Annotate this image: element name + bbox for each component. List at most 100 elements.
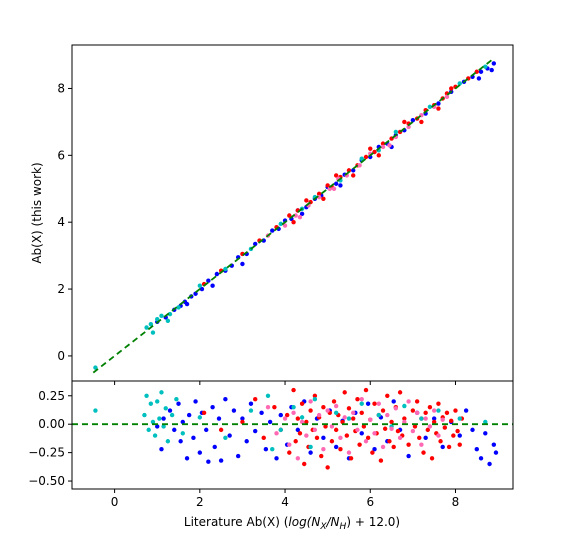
- main-point-s2-3: [155, 316, 160, 322]
- x-axis-label-part-2: log(N: [288, 515, 320, 529]
- main-point-s1-14: [363, 154, 369, 160]
- resid-point-s1-75: [436, 401, 441, 406]
- resid-point-s3-25: [380, 444, 386, 450]
- resid-point-s1-58: [395, 428, 401, 434]
- resid-point-s1-4: [261, 435, 266, 441]
- resid-point-s3-28: [393, 406, 399, 411]
- resid-point-s3-33: [414, 410, 420, 416]
- residual-panel: 0.25 0.00 −0.25 −0.50 0 2 4 6 8 Literature Ab(X…: [28, 380, 514, 532]
- resid-point-s3-35: [423, 416, 428, 421]
- resid-point-s2-10: [161, 424, 166, 429]
- resid-point-s1-72: [429, 456, 435, 461]
- resid-point-s2-13: [169, 412, 175, 418]
- resid-point-s1-8: [287, 450, 292, 455]
- resid-point-s0-62: [478, 456, 484, 461]
- main-point-s2-2: [148, 321, 154, 327]
- main-point-s1-12: [346, 168, 352, 173]
- main-point-s3-12: [406, 124, 411, 130]
- main-point-s2-7: [197, 283, 203, 288]
- resid-point-s0-61: [474, 447, 479, 452]
- resid-point-s1-81: [449, 418, 454, 423]
- resid-point-s1-51: [380, 408, 386, 413]
- resid-point-s2-6: [152, 433, 158, 438]
- resid-point-s0-27: [253, 428, 258, 434]
- resid-point-s2-9: [159, 390, 164, 395]
- resid-point-s0-5: [176, 401, 181, 406]
- resid-point-s0-18: [216, 416, 222, 421]
- resid-ytick-label-0: 0.25: [38, 389, 65, 403]
- resid-point-s3-22: [368, 417, 373, 422]
- resid-point-s1-1: [218, 427, 224, 433]
- x-axis-label-part-3: X: [319, 522, 327, 532]
- x-axis-label-part-1: Literature Ab(X) (: [184, 515, 288, 529]
- residual-y-ticks: 0.25 0.00 −0.25 −0.50: [28, 389, 72, 488]
- main-reference-line: [92, 57, 495, 374]
- x-axis-label-part-6: ) + 12.0): [346, 515, 400, 529]
- resid-point-s0-31: [274, 456, 279, 461]
- resid-point-s1-76: [438, 439, 443, 444]
- resid-point-s1-61: [402, 416, 407, 421]
- resid-point-s3-15: [338, 435, 343, 441]
- resid-point-s0-60: [470, 427, 475, 433]
- resid-point-s1-33: [342, 390, 347, 395]
- resid-point-s1-12: [297, 431, 303, 436]
- main-point-s1-28: [291, 219, 296, 225]
- resid-point-s2-21: [291, 404, 296, 410]
- main-ytick-label-3: 6: [57, 148, 65, 162]
- resid-point-s1-44: [365, 435, 371, 441]
- resid-point-s3-11: [321, 447, 326, 452]
- main-ytick-label-2: 4: [57, 215, 65, 229]
- resid-point-s2-22: [299, 415, 305, 420]
- main-point-s2-16: [393, 129, 399, 135]
- resid-point-s0-16: [210, 404, 215, 410]
- resid-point-s1-28: [331, 399, 337, 404]
- resid-point-s0-9: [186, 412, 192, 418]
- resid-point-s1-5: [272, 404, 277, 410]
- resid-point-s2-17: [223, 435, 228, 441]
- resid-point-s0-23: [235, 453, 241, 459]
- resid-point-s1-54: [387, 439, 392, 444]
- resid-xtick-label-1: 2: [196, 495, 204, 509]
- resid-point-s1-68: [421, 450, 426, 455]
- resid-point-s1-41: [359, 410, 364, 416]
- resid-point-s3-9: [312, 427, 318, 433]
- main-point-s0-9: [214, 271, 220, 277]
- resid-xtick-label-0: 0: [111, 495, 119, 509]
- resid-point-s1-64: [412, 424, 418, 429]
- resid-point-s0-56: [440, 444, 445, 450]
- resid-point-s3-18: [351, 410, 356, 416]
- resid-point-s0-39: [321, 435, 326, 441]
- main-point-s3-17: [331, 186, 337, 191]
- resid-point-s1-23: [321, 404, 326, 410]
- main-point-s1-31: [376, 153, 381, 158]
- main-point-s3-8: [357, 163, 362, 168]
- resid-point-s1-11: [295, 416, 301, 421]
- main-point-s1-38: [449, 86, 454, 91]
- main-y-axis-label: Ab(X) (this work): [30, 162, 44, 263]
- resid-point-s1-39: [355, 396, 360, 402]
- main-point-s2-18: [457, 81, 462, 86]
- resid-point-s0-65: [491, 442, 497, 447]
- main-point-s0-49: [476, 76, 482, 81]
- resid-point-s1-19: [312, 393, 318, 398]
- resid-point-s1-31: [338, 447, 343, 452]
- resid-point-s0-63: [483, 431, 488, 436]
- x-axis-label-part-5: H: [340, 522, 347, 532]
- resid-point-s2-26: [359, 401, 364, 406]
- main-point-s0-25: [333, 181, 339, 186]
- main-point-s2-14: [359, 156, 364, 161]
- resid-point-s1-17: [308, 408, 313, 413]
- resid-point-s0-4: [172, 427, 177, 433]
- main-point-s2-4: [159, 313, 164, 319]
- resid-point-s3-39: [440, 417, 445, 422]
- resid-point-s3-5: [295, 456, 301, 461]
- main-point-s3-1: [282, 223, 288, 228]
- resid-point-s3-20: [359, 396, 364, 402]
- resid-point-s1-43: [363, 387, 369, 393]
- resid-point-s2-20: [278, 427, 283, 433]
- resid-point-s2-18: [248, 408, 254, 413]
- resid-point-s1-36: [348, 456, 354, 461]
- resid-point-s0-46: [365, 401, 371, 406]
- resid-point-s1-34: [344, 433, 350, 438]
